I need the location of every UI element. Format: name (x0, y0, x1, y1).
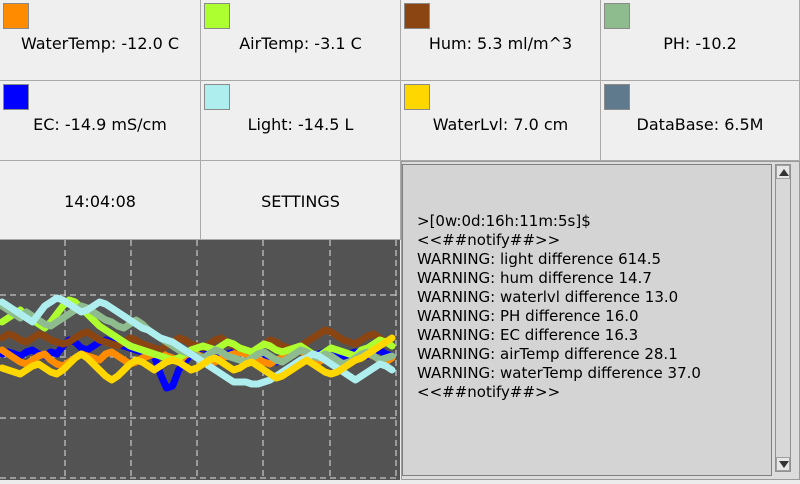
light-label: Light: -14.5 L (247, 115, 354, 134)
settings-button[interactable]: SETTINGS (201, 161, 401, 240)
sensor-tile-air-temp[interactable]: AirTemp: -3.1 C (201, 0, 401, 81)
database-label: DataBase: 6.5M (636, 115, 764, 134)
sensor-tile-humidity[interactable]: Hum: 5.3 ml/m^3 (401, 0, 601, 81)
water-level-color-swatch (404, 84, 430, 110)
scroll-up-button[interactable] (776, 165, 790, 179)
arrow-down-icon (779, 461, 789, 468)
console-line: <<##notify##>> (417, 231, 561, 249)
air-temp-color-swatch (204, 3, 230, 29)
ph-label: PH: -10.2 (663, 34, 737, 53)
sensor-tile-ph[interactable]: PH: -10.2 (601, 0, 800, 81)
humidity-label: Hum: 5.3 ml/m^3 (428, 34, 573, 53)
database-color-swatch (604, 84, 630, 110)
water-temp-color-swatch (3, 3, 29, 29)
console-scrollbar[interactable] (775, 164, 791, 472)
arrow-up-icon (779, 169, 789, 176)
console-line: WARNING: EC difference 16.3 (417, 326, 639, 344)
light-color-swatch (204, 84, 230, 110)
console-line: WARNING: hum difference 14.7 (417, 269, 652, 287)
clock-tile: 14:04:08 (0, 161, 201, 240)
sensor-tile-ec[interactable]: EC: -14.9 mS/cm (0, 81, 201, 161)
console-line: WARNING: airTemp difference 28.1 (417, 345, 678, 363)
ph-color-swatch (604, 3, 630, 29)
console-line: WARNING: waterTemp difference 37.0 (417, 364, 701, 382)
humidity-color-swatch (404, 3, 430, 29)
console-line: >[0w:0d:16h:11m:5s]$ (417, 212, 591, 230)
settings-label: SETTINGS (261, 192, 340, 211)
series-line-6 (0, 334, 396, 384)
ec-label: EC: -14.9 mS/cm (33, 115, 167, 134)
series-line-5 (0, 294, 396, 388)
clock-display: 14:04:08 (64, 192, 136, 211)
sensor-tile-database[interactable]: DataBase: 6.5M (601, 81, 800, 161)
sensor-tile-water-temp[interactable]: WaterTemp: -12.0 C (0, 0, 201, 81)
air-temp-label: AirTemp: -3.1 C (239, 34, 362, 53)
console-line: WARNING: light difference 614.5 (417, 250, 662, 268)
console-log[interactable]: >[0w:0d:16h:11m:5s]$ <<##notify##>> WARNIN… (402, 164, 772, 476)
console-line: WARNING: waterlvl difference 13.0 (417, 288, 679, 306)
water-level-label: WaterLvl: 7.0 cm (432, 115, 569, 134)
sensor-tile-water-level[interactable]: WaterLvl: 7.0 cm (401, 81, 601, 161)
console-line: <<##notify##>> (417, 383, 561, 401)
water-temp-label: WaterTemp: -12.0 C (20, 34, 180, 53)
chart-plot (0, 240, 400, 480)
console-line: WARNING: PH difference 16.0 (417, 307, 639, 325)
scroll-down-button[interactable] (776, 457, 790, 471)
sensor-tile-light[interactable]: Light: -14.5 L (201, 81, 401, 161)
sensor-history-chart (0, 240, 400, 480)
ec-color-swatch (3, 84, 29, 110)
